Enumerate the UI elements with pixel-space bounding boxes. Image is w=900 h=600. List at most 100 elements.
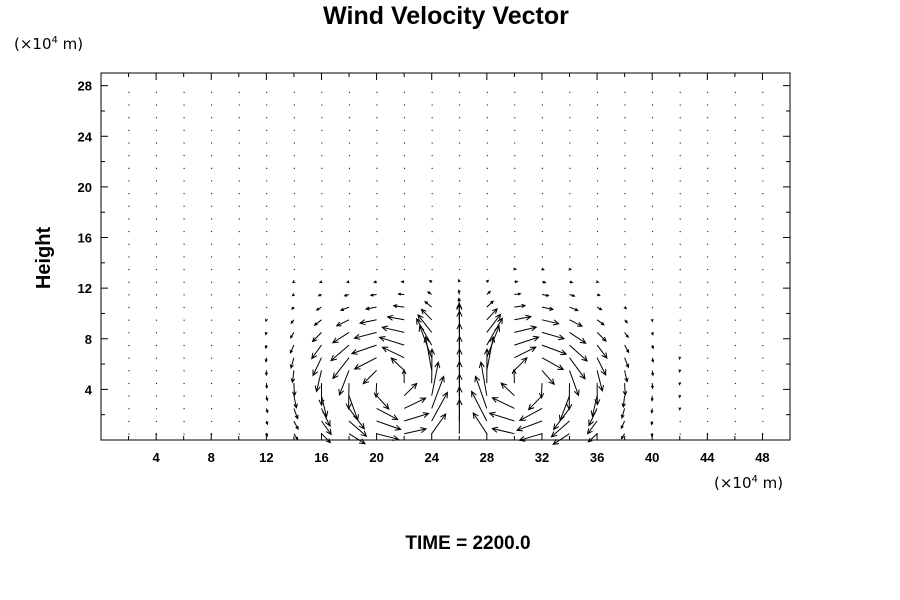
vector-dot: [706, 281, 709, 283]
vector-arrow: [620, 420, 626, 430]
vector-dot: [679, 205, 681, 208]
vector-dot: [155, 395, 158, 397]
vector-dot: [321, 243, 323, 245]
vector-dot: [155, 180, 158, 182]
vector-arrow: [552, 433, 570, 445]
vector-dot: [679, 420, 681, 423]
vector-dot: [458, 256, 461, 258]
vector-dot: [706, 256, 709, 258]
vector-dot: [155, 205, 158, 208]
vector-dot: [183, 180, 185, 182]
vector-dot: [128, 91, 130, 94]
vector-arrow: [291, 280, 296, 284]
vector-arrow: [431, 361, 441, 396]
vector-dot: [266, 192, 268, 195]
vector-dot: [238, 332, 240, 334]
vector-dot: [210, 129, 213, 132]
vector-dot: [569, 218, 571, 220]
vector-dot: [569, 129, 571, 132]
vector-dot: [238, 243, 240, 245]
vector-dot: [596, 205, 599, 208]
vector-dot: [624, 230, 626, 233]
vector-arrow: [541, 344, 568, 356]
vector-dot: [541, 142, 544, 144]
vector-dot: [624, 142, 626, 144]
vector-arrow: [431, 413, 447, 434]
vector-dot: [734, 91, 737, 94]
vector-dot: [596, 104, 599, 106]
vector-dot: [376, 116, 378, 119]
vector-dot: [128, 230, 130, 233]
vector-arrow: [513, 267, 518, 271]
vector-dot: [238, 218, 240, 220]
vector-dot: [238, 370, 240, 372]
vector-dot: [155, 420, 158, 423]
vector-dot: [431, 230, 433, 233]
vector-dot: [541, 230, 544, 233]
chart-title: Wind Velocity Vector: [323, 2, 569, 30]
vector-dot: [596, 230, 599, 233]
vector-arrow: [541, 357, 565, 371]
vector-dot: [734, 357, 737, 359]
vector-dot: [651, 230, 654, 233]
vector-arrow: [404, 427, 428, 435]
vector-dot: [210, 319, 213, 321]
vector-dot: [734, 408, 737, 410]
vector-dot: [321, 205, 323, 208]
plot-frame: [100, 72, 791, 441]
vector-dot: [210, 142, 213, 144]
vector-arrow: [424, 300, 433, 308]
x-unit-prefix: (×10: [714, 474, 752, 492]
vector-dot: [155, 408, 158, 410]
vector-dot: [210, 395, 213, 397]
vector-dot: [293, 192, 296, 195]
vector-dot: [238, 344, 240, 347]
vector-arrow: [353, 357, 377, 370]
vector-dot: [210, 294, 213, 296]
vector-dot: [238, 116, 240, 119]
vector-dot: [183, 332, 185, 334]
vector-dot: [210, 357, 213, 359]
vector-dot: [183, 294, 185, 296]
vector-arrow: [403, 397, 427, 409]
vector-arrow: [515, 420, 543, 432]
vector-dot: [293, 268, 296, 271]
vector-dot: [183, 357, 185, 359]
vector-dot: [679, 180, 681, 182]
vector-dot: [293, 129, 296, 132]
vector-dot: [679, 306, 681, 309]
vector-arrow: [651, 370, 655, 377]
x-tick-labels: 4 8 12 16 20 24 28 32 36 40 44 48: [153, 450, 770, 465]
vector-dot: [458, 104, 461, 106]
vector-dot: [128, 408, 130, 410]
vector-dot: [155, 129, 158, 132]
vector-arrow: [339, 306, 350, 311]
vector-dot: [321, 129, 323, 132]
vector-arrow: [650, 332, 654, 336]
vector-dot: [321, 256, 323, 258]
vector-arrow: [678, 356, 682, 361]
vector-dot: [706, 395, 709, 397]
vector-arrow: [317, 293, 322, 297]
vector-arrow: [486, 290, 492, 295]
vector-arrow: [264, 370, 268, 377]
vector-dot: [569, 154, 571, 157]
vector-arrow: [486, 300, 495, 308]
vector-dot: [624, 91, 626, 94]
vector-dot: [210, 306, 213, 309]
vector-arrow: [321, 395, 329, 418]
vector-dot: [266, 243, 268, 245]
vector-arrow: [291, 306, 295, 310]
vector-dot: [183, 319, 185, 321]
vector-dot: [624, 205, 626, 208]
y-unit-exponent: 4: [52, 35, 58, 46]
vector-dot: [155, 306, 158, 309]
vector-dot: [238, 180, 240, 182]
vector-dot: [183, 230, 185, 233]
vector-dot: [266, 281, 268, 283]
vector-dot: [403, 91, 406, 94]
vector-arrow: [514, 335, 540, 346]
vector-dot: [238, 142, 240, 144]
vector-dot: [569, 180, 571, 182]
